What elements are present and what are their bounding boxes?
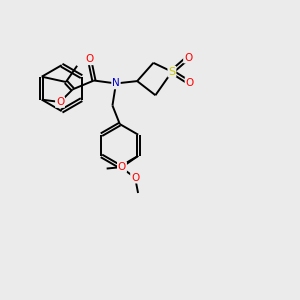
Text: O: O [56, 97, 64, 107]
Text: O: O [131, 173, 139, 183]
Text: S: S [168, 67, 175, 77]
Text: O: O [184, 52, 192, 62]
Text: O: O [185, 78, 194, 88]
Text: N: N [112, 79, 120, 88]
Text: O: O [118, 162, 126, 172]
Text: O: O [85, 54, 94, 64]
